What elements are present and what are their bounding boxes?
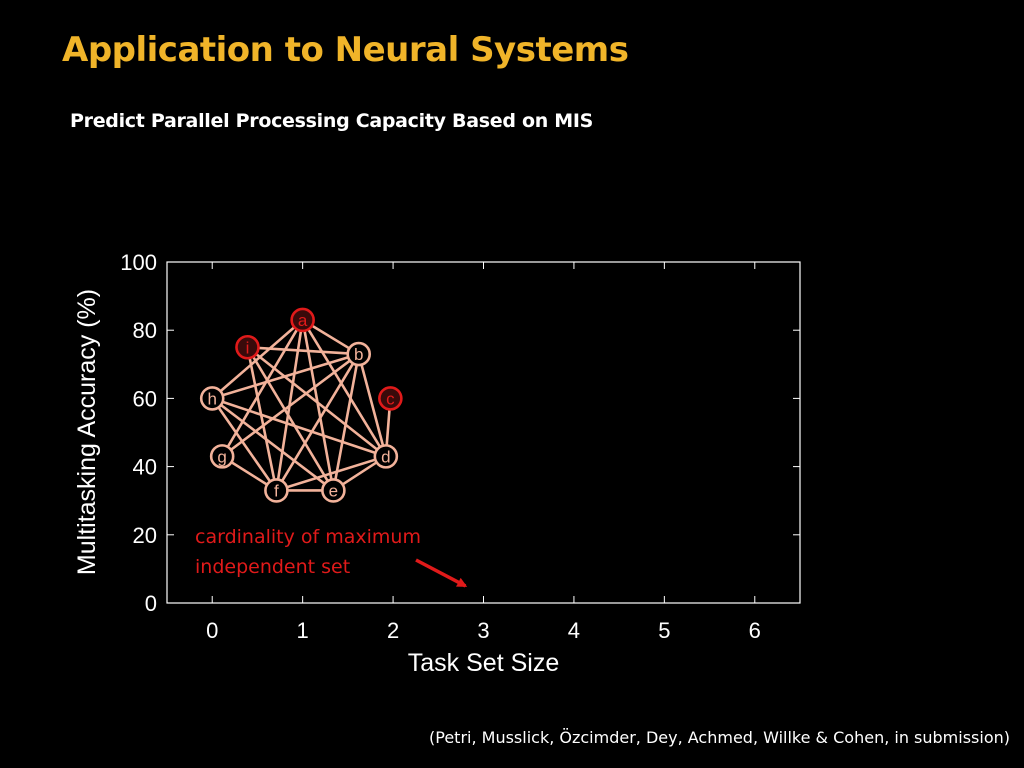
citation: (Petri, Musslick, Özcimder, Dey, Achmed,… — [429, 728, 1010, 747]
graph-edge — [210, 318, 304, 400]
x-tick-label: 4 — [568, 618, 580, 643]
x-tick-label: 5 — [658, 618, 670, 643]
graph-edge — [275, 455, 388, 492]
x-tick-label: 2 — [387, 618, 399, 643]
annotation-arrow — [415, 558, 468, 588]
y-tick-label: 80 — [133, 318, 157, 343]
graph-edge — [246, 345, 388, 458]
graph-edge — [210, 397, 278, 492]
graph-edge — [210, 352, 361, 400]
graph-edge — [332, 352, 361, 492]
plot-frame — [166, 261, 801, 604]
graph-node-c — [378, 386, 403, 411]
graph-edge — [210, 397, 388, 458]
y-tick-label: 20 — [133, 523, 157, 548]
graph-edge — [246, 345, 361, 356]
graph-node-label: g — [217, 447, 226, 466]
annotation-text: independent set — [195, 556, 350, 578]
graph-edge — [210, 397, 335, 492]
annotation-text: cardinality of maximum — [195, 526, 421, 548]
graph-edge — [301, 318, 335, 492]
y-tick-label: 60 — [133, 386, 157, 411]
graph-node-label: i — [246, 338, 250, 357]
graph-node-d — [373, 444, 399, 469]
graph-node-g — [209, 444, 235, 469]
graph-node-f — [264, 478, 289, 503]
graph-node-label: b — [354, 345, 363, 364]
graph-node-a — [290, 307, 315, 333]
graph-edge — [246, 345, 278, 492]
y-axis-label: Multitasking Accuracy (%) — [73, 289, 101, 575]
x-tick-label: 0 — [206, 618, 218, 643]
graph-node-i — [235, 334, 260, 360]
y-tick-label: 100 — [120, 250, 157, 275]
graph-node-label: c — [386, 389, 395, 408]
graph-edge — [246, 345, 335, 492]
graph-node-b — [346, 341, 372, 367]
graph-node-label: h — [207, 389, 216, 408]
graph-edge — [220, 352, 361, 458]
graph-node-e — [321, 478, 346, 503]
graph-node-label: f — [274, 481, 279, 500]
graph-node-label: e — [329, 481, 338, 500]
graph-node-label: a — [298, 311, 308, 330]
graph-node-h — [199, 386, 225, 411]
x-tick-label: 1 — [297, 618, 309, 643]
x-tick-label: 3 — [477, 618, 489, 643]
slide-subtitle: Predict Parallel Processing Capacity Bas… — [70, 110, 594, 132]
y-tick-label: 0 — [145, 591, 157, 616]
y-tick-label: 40 — [133, 455, 157, 480]
graph-node-label: d — [381, 447, 390, 466]
graph-edge — [357, 352, 388, 458]
slide-title: Application to Neural Systems — [62, 30, 629, 70]
x-tick-label: 6 — [749, 618, 761, 643]
graph-edge — [301, 318, 388, 458]
graph-edge — [275, 352, 361, 492]
x-axis-label: Task Set Size — [408, 649, 559, 677]
